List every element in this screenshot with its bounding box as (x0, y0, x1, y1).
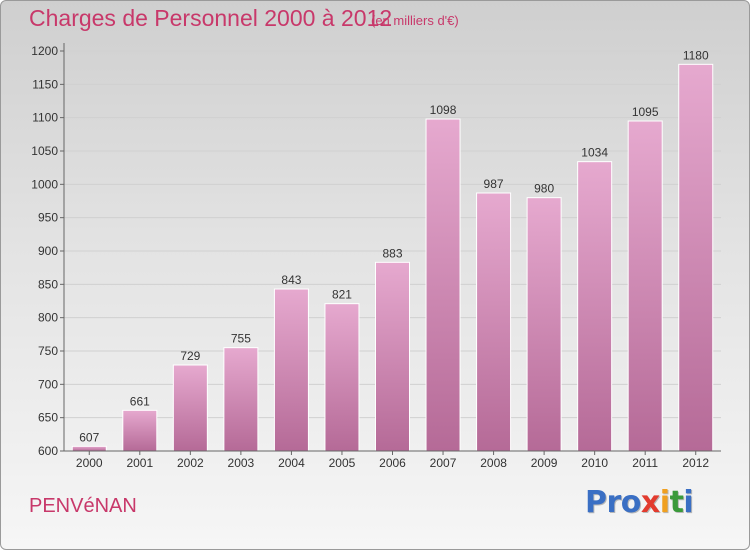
x-tick-label: 2004 (278, 456, 305, 470)
x-tick-label: 2009 (531, 456, 558, 470)
bar-value-label: 980 (534, 182, 554, 196)
bars (71, 63, 714, 452)
x-tick-label: 2000 (76, 456, 103, 470)
bar-value-label: 729 (180, 349, 200, 363)
bar-value-label: 1034 (581, 146, 608, 160)
y-tick-label: 650 (38, 411, 58, 425)
x-tick-label: 2001 (126, 456, 153, 470)
y-tick-label: 1100 (32, 111, 58, 125)
city-name: PENVéNAN (29, 495, 137, 517)
y-tick-label: 800 (38, 311, 58, 325)
bar (324, 303, 360, 452)
chart-title: Charges de Personnel 2000 à 2012 (29, 5, 393, 31)
x-tick-label: 2003 (228, 456, 255, 470)
y-tick-label: 850 (38, 277, 58, 291)
bar (375, 261, 410, 452)
x-tick-label: 2011 (632, 456, 658, 470)
y-tick-label: 1000 (31, 177, 58, 191)
x-tick-label: 2007 (430, 456, 457, 470)
logo-part-pro: Pro (585, 485, 641, 520)
value-labels: 607 661 729 755 843 821 883 1098 987 980 1034 1095 1… (79, 48, 709, 444)
bar-value-label: 883 (382, 246, 402, 260)
bar-value-label: 987 (484, 177, 504, 191)
bar-value-label: 661 (130, 394, 150, 408)
bar (273, 288, 309, 452)
bar-value-label: 755 (231, 332, 251, 346)
bar (476, 192, 512, 452)
bar (526, 197, 562, 452)
bar-value-label: 607 (79, 430, 99, 444)
y-tick-label: 1050 (31, 144, 58, 158)
proxiti-logo[interactable]: Proxiti (585, 485, 694, 520)
bar-value-label: 1098 (430, 103, 457, 117)
x-tick-label: 2008 (480, 456, 507, 470)
y-tick-label: 600 (38, 444, 58, 458)
bar-value-label: 1095 (632, 105, 659, 119)
bar-value-label: 821 (332, 288, 352, 302)
y-tick-label: 750 (38, 344, 58, 358)
x-tick-label: 2010 (581, 456, 608, 470)
axes: 600 650 700 750 800 850 900 950 1000 1050 1100 1150… (31, 43, 721, 470)
bar (627, 120, 663, 452)
bar (122, 409, 158, 452)
logo-part-x: x (640, 485, 660, 520)
x-tick-label: 2002 (177, 456, 204, 470)
bar-value-label: 1180 (683, 48, 709, 62)
y-tick-label: 950 (38, 211, 58, 225)
bar (71, 445, 107, 452)
y-tick-label: 1150 (32, 77, 58, 91)
bar (577, 161, 613, 452)
chart-subtitle: (en milliers d'€) (371, 13, 459, 28)
x-tick-label: 2006 (379, 456, 406, 470)
bar-value-label: 843 (281, 273, 301, 287)
x-tick-label: 2005 (329, 456, 356, 470)
bar (678, 63, 714, 452)
y-tick-label: 1200 (31, 44, 58, 58)
x-tick-label: 2012 (682, 456, 709, 470)
logo-part-i: i (659, 485, 670, 520)
y-tick-label: 900 (38, 244, 58, 258)
bar (223, 347, 259, 452)
y-tick-label: 700 (38, 377, 58, 391)
bar (172, 364, 208, 452)
logo-part-t: t (669, 485, 684, 520)
bar (425, 118, 461, 452)
logo-part-i2: i (683, 485, 694, 520)
